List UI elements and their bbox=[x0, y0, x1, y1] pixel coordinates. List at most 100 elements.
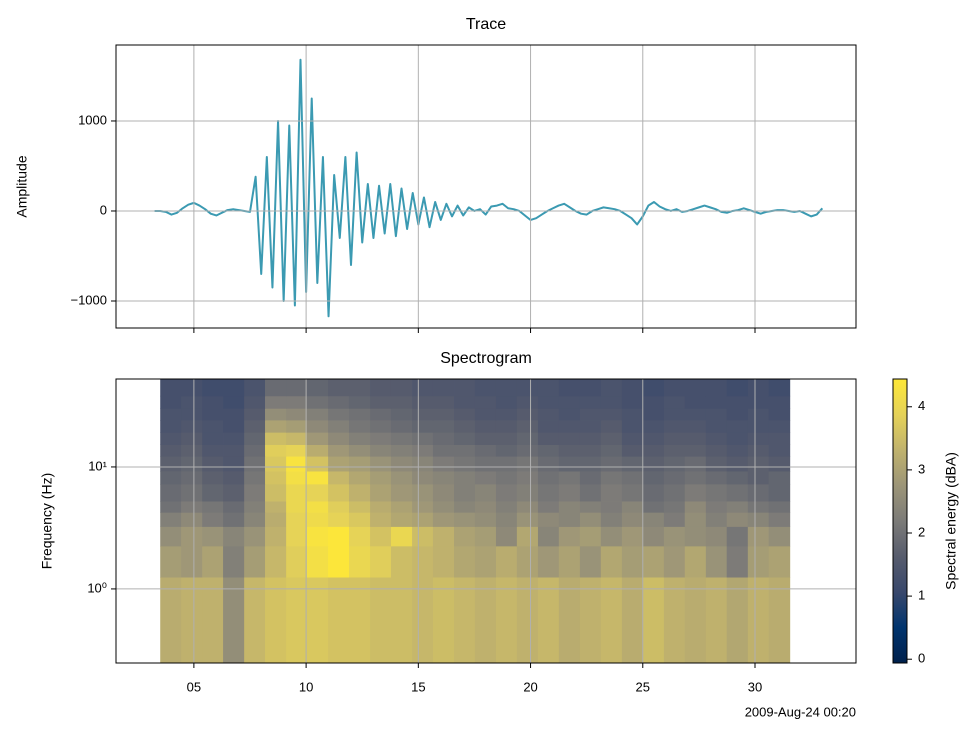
heatmap-cell bbox=[432, 444, 455, 457]
heatmap-cell bbox=[370, 512, 392, 527]
heatmap-cell bbox=[244, 545, 266, 578]
heatmap-cell bbox=[495, 379, 518, 397]
heatmap-cell bbox=[432, 379, 455, 397]
heatmap-cell bbox=[160, 545, 182, 578]
heatmap-cell bbox=[328, 526, 350, 547]
heatmap-cell bbox=[181, 420, 203, 433]
heatmap-cell bbox=[663, 456, 686, 472]
heatmap-cell bbox=[579, 526, 602, 547]
heatmap-cell bbox=[516, 526, 539, 547]
heatmap-cell bbox=[328, 456, 350, 472]
heatmap-cell bbox=[307, 395, 329, 409]
heatmap-cell bbox=[412, 456, 434, 472]
heatmap-cell bbox=[286, 432, 308, 445]
heatmap-cell bbox=[265, 577, 287, 663]
heatmap-cell bbox=[390, 456, 413, 472]
heatmap-cell bbox=[642, 526, 665, 547]
heatmap-cell bbox=[412, 420, 434, 433]
heatmap-cell bbox=[726, 395, 749, 409]
heatmap-cell bbox=[454, 395, 476, 409]
heatmap-cell bbox=[558, 577, 581, 663]
heatmap-cell bbox=[412, 512, 434, 527]
heatmap-cell bbox=[181, 545, 203, 578]
heatmap-cell bbox=[160, 456, 182, 472]
heatmap-cell bbox=[705, 444, 728, 457]
heatmap-cell bbox=[684, 526, 707, 547]
heatmap-cell bbox=[202, 545, 224, 578]
heatmap-cell bbox=[663, 444, 686, 457]
heatmap-cell bbox=[516, 456, 539, 472]
heatmap-cell bbox=[747, 512, 770, 527]
heatmap-cell bbox=[558, 501, 581, 513]
heatmap-cell bbox=[265, 471, 287, 485]
heatmap-cell bbox=[726, 526, 749, 547]
heatmap-cell bbox=[558, 483, 581, 502]
heatmap-cell bbox=[328, 408, 350, 421]
heatmap-cell bbox=[579, 471, 602, 485]
heatmap-cell bbox=[454, 420, 476, 433]
heatmap-cell bbox=[286, 577, 308, 663]
heatmap-cell bbox=[495, 444, 518, 457]
heatmap-cell bbox=[474, 432, 497, 445]
heatmap-cell bbox=[642, 501, 665, 513]
heatmap-cell bbox=[181, 512, 203, 527]
heatmap-cell bbox=[390, 408, 413, 421]
heatmap-cell bbox=[307, 444, 329, 457]
heatmap-cell bbox=[160, 395, 182, 409]
heatmap-cell bbox=[516, 444, 539, 457]
heatmap-cell bbox=[390, 432, 413, 445]
heatmap-cell bbox=[516, 545, 539, 578]
heatmap-cell bbox=[454, 501, 476, 513]
heatmap-cell bbox=[705, 379, 728, 397]
heatmap-cell bbox=[495, 545, 518, 578]
heatmap-cell bbox=[390, 526, 413, 547]
heatmap-cell bbox=[454, 526, 476, 547]
heatmap-cell bbox=[223, 395, 245, 409]
plot-area bbox=[160, 379, 791, 663]
heatmap-cell bbox=[495, 432, 518, 445]
heatmap-cell bbox=[747, 545, 770, 578]
heatmap-cell bbox=[432, 483, 455, 502]
heatmap-cell bbox=[202, 512, 224, 527]
heatmap-cell bbox=[705, 432, 728, 445]
heatmap-cell bbox=[307, 577, 329, 663]
heatmap-cell bbox=[244, 483, 266, 502]
heatmap-cell bbox=[726, 444, 749, 457]
heatmap-cell bbox=[328, 471, 350, 485]
heatmap-cell bbox=[642, 420, 665, 433]
heatmap-cell bbox=[454, 379, 476, 397]
heatmap-cell bbox=[726, 456, 749, 472]
heatmap-cell bbox=[684, 512, 707, 527]
heatmap-cell bbox=[663, 408, 686, 421]
heatmap-cell bbox=[495, 501, 518, 513]
heatmap-cell bbox=[244, 456, 266, 472]
heatmap-cell bbox=[412, 526, 434, 547]
heatmap-cell bbox=[432, 471, 455, 485]
heatmap-cell bbox=[642, 471, 665, 485]
heatmap-cell bbox=[768, 577, 791, 663]
heatmap-cell bbox=[558, 395, 581, 409]
heatmap-cell bbox=[642, 577, 665, 663]
heatmap-cell bbox=[412, 577, 434, 663]
heatmap-cell bbox=[244, 444, 266, 457]
heatmap-cell bbox=[747, 526, 770, 547]
y-tick-label: 10⁰ bbox=[87, 580, 107, 595]
heatmap-cell bbox=[768, 483, 791, 502]
heatmap-cell bbox=[328, 577, 350, 663]
heatmap-cell bbox=[558, 456, 581, 472]
heatmap-cell bbox=[390, 501, 413, 513]
heatmap-cell bbox=[642, 408, 665, 421]
heatmap-cell bbox=[328, 444, 350, 457]
heatmap-cell bbox=[265, 526, 287, 547]
heatmap-cell bbox=[328, 501, 350, 513]
heatmap-cell bbox=[621, 471, 644, 485]
heatmap-cell bbox=[747, 501, 770, 513]
heatmap-cell bbox=[663, 483, 686, 502]
heatmap-cell bbox=[726, 501, 749, 513]
x-tick-label: 10 bbox=[299, 679, 313, 694]
heatmap-cell bbox=[370, 379, 392, 397]
heatmap-cell bbox=[726, 420, 749, 433]
heatmap-cell bbox=[160, 420, 182, 433]
heatmap-cell bbox=[160, 471, 182, 485]
